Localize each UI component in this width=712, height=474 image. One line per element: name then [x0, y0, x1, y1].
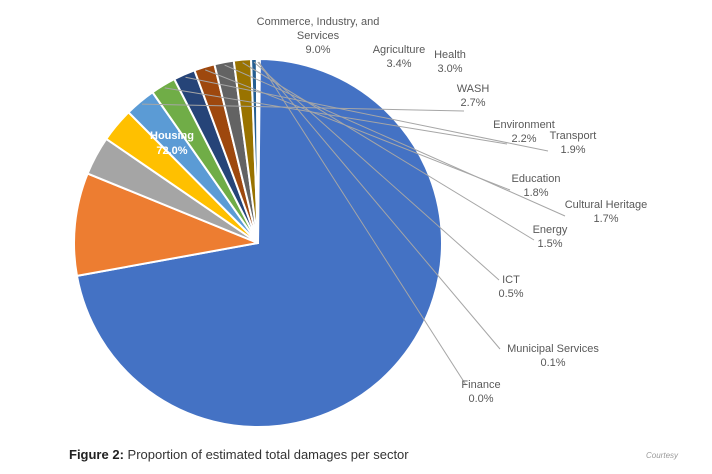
slice-value-finance: 0.0% — [468, 393, 493, 405]
figure-caption-text: Proportion of estimated total damages pe… — [123, 447, 409, 462]
slice-value-housing: 72.0% — [156, 145, 187, 157]
leader-line-transport — [185, 76, 549, 152]
slice-label-commerce-industry-and-services: Commerce, Industry, and Services — [257, 16, 380, 42]
leader-line-finance — [258, 61, 467, 386]
slice-value-environment: 2.2% — [511, 133, 536, 145]
slice-value-agriculture: 3.4% — [386, 58, 411, 70]
leader-line-wash — [141, 103, 465, 112]
slice-value-cultural-heritage: 1.7% — [593, 213, 618, 225]
slice-label-wash: WASH — [457, 83, 490, 95]
slice-label-municipal-services: Municipal Services — [507, 343, 599, 355]
slice-value-education: 1.8% — [523, 187, 548, 199]
slice-value-health: 3.0% — [437, 63, 462, 75]
slice-value-transport: 1.9% — [560, 144, 585, 156]
slice-value-wash: 2.7% — [460, 97, 485, 109]
slice-label-environment: Environment — [493, 119, 555, 131]
pie-slice-finance — [257, 57, 261, 244]
pie-slices — [73, 57, 443, 428]
figure-caption: Figure 2: Proportion of estimated total … — [69, 447, 409, 462]
leader-line-ict — [253, 61, 500, 281]
slice-value-municipal-services: 0.1% — [540, 357, 565, 369]
slice-label-agriculture: Agriculture — [373, 44, 426, 56]
slice-label-energy: Energy — [533, 224, 568, 236]
slice-value-ict: 0.5% — [498, 288, 523, 300]
slice-label-cultural-heritage: Cultural Heritage — [565, 199, 648, 211]
leader-lines — [141, 61, 566, 386]
credit-watermark: Courtesy — [646, 451, 679, 460]
slice-label-ict: ICT — [502, 274, 520, 286]
slice-label-education: Education — [512, 173, 561, 185]
slice-label-transport: Transport — [550, 130, 597, 142]
leader-line-energy — [242, 62, 535, 241]
leader-line-environment — [164, 87, 508, 145]
pie-slice-housing — [75, 58, 443, 428]
slice-label-finance: Finance — [461, 379, 500, 391]
slice-value-energy: 1.5% — [537, 238, 562, 250]
slice-labels: Housing 72.0% Commerce, Industry, and Servi… — [150, 16, 647, 405]
leader-line-municipal-services — [257, 61, 501, 350]
slice-label-health: Health — [434, 49, 466, 61]
slice-label-housing: Housing — [150, 130, 194, 142]
pie-slice-commerce-industry-and-services — [73, 172, 259, 277]
slice-value-commerce-industry-and-services: 9.0% — [305, 44, 330, 56]
leader-line-education — [205, 69, 511, 191]
figure-caption-prefix: Figure 2: — [69, 447, 124, 462]
